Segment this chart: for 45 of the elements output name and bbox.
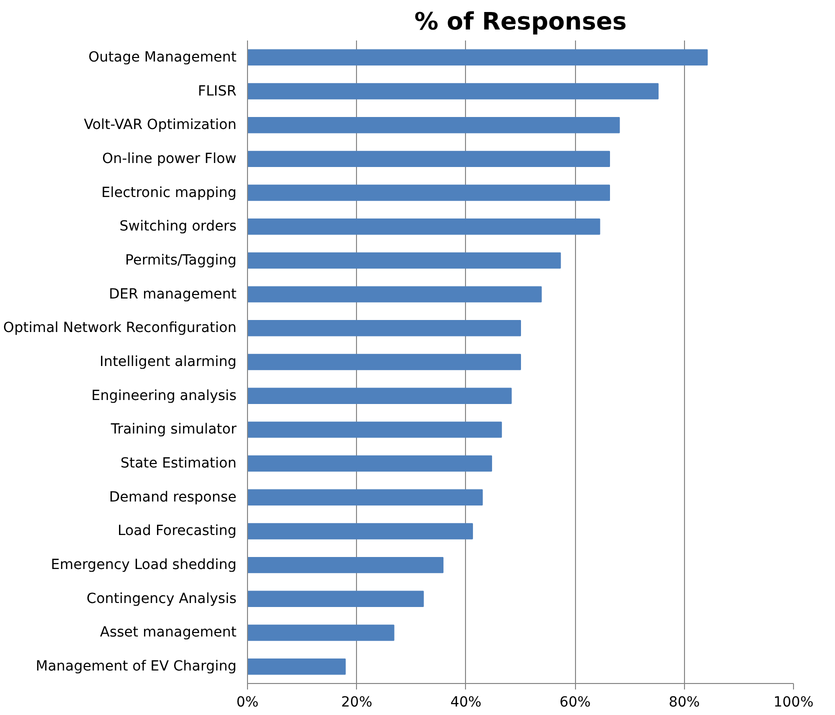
y-tick-label: Intelligent alarming	[100, 354, 237, 370]
bar	[248, 83, 659, 100]
bar	[248, 489, 483, 506]
y-tick-label: Contingency Analysis	[86, 590, 236, 607]
bar	[248, 388, 512, 404]
y-tick-label: Electronic mapping	[101, 184, 237, 201]
y-tick-label: Volt-VAR Optimization	[84, 117, 237, 134]
bar	[248, 184, 610, 201]
y-tick-label: Management of EV Charging	[36, 658, 236, 675]
bar	[248, 252, 561, 269]
bar	[248, 624, 394, 641]
y-tick-label: Optimal Network Reconfiguration	[3, 320, 237, 336]
bar	[248, 590, 424, 608]
y-tick-label: FLISR	[198, 83, 237, 100]
y-tick-label: Engineering analysis	[91, 388, 237, 404]
bar	[248, 523, 473, 540]
x-tick-label: 40%	[450, 694, 482, 710]
y-tick-label: Switching orders	[119, 218, 237, 235]
bar	[248, 556, 444, 574]
bar	[248, 320, 521, 336]
chart-title: % of Responses	[414, 8, 627, 36]
bar	[248, 658, 346, 675]
x-tick-label: 0%	[236, 694, 259, 710]
y-tick-label: Permits/Tagging	[125, 252, 237, 268]
bar	[248, 286, 542, 302]
bar	[248, 150, 610, 168]
x-tick-label: 60%	[560, 694, 591, 710]
bar	[248, 218, 600, 235]
x-tick-label: 80%	[668, 694, 700, 710]
bar	[248, 354, 521, 370]
bar	[248, 422, 502, 438]
y-tick-label: Training simulator	[110, 422, 237, 438]
y-tick-label: On-line power Flow	[102, 150, 237, 167]
x-tick-label: 20%	[341, 694, 372, 710]
bar	[248, 116, 620, 134]
x-tick-label: 100%	[773, 694, 814, 710]
y-tick-label: Demand response	[109, 489, 237, 506]
y-tick-label: Asset management	[100, 624, 238, 641]
bar	[248, 49, 708, 66]
y-tick-label: State Estimation	[120, 456, 236, 472]
y-tick-label: Load Forecasting	[118, 523, 237, 540]
y-tick-label: Outage Management	[88, 49, 238, 66]
bar	[248, 455, 492, 472]
y-tick-label: Emergency Load shedding	[50, 557, 237, 574]
y-tick-label: DER management	[108, 286, 238, 302]
